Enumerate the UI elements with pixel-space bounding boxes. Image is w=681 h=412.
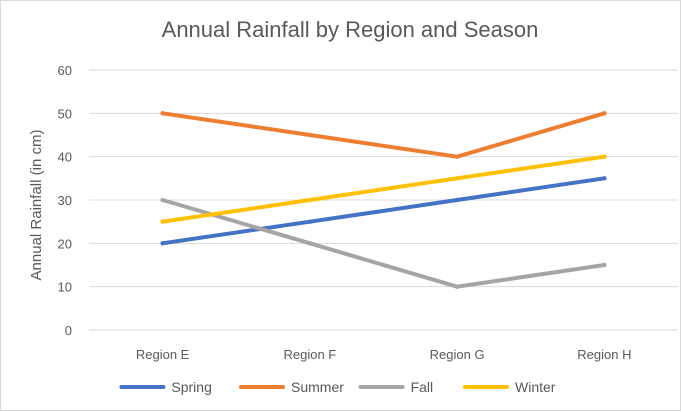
series-lines bbox=[160, 111, 607, 289]
data-point-spring bbox=[602, 176, 607, 181]
y-tick-label: 10 bbox=[58, 280, 72, 295]
series-line-fall bbox=[160, 198, 607, 289]
x-axis-ticks: Region E Region F Region G Region H bbox=[136, 347, 632, 362]
data-point-winter bbox=[602, 154, 607, 159]
y-tick-label: 0 bbox=[65, 323, 72, 338]
series-line-winter bbox=[160, 154, 607, 224]
chart-title: Annual Rainfall by Region and Season bbox=[162, 17, 539, 42]
y-axis-ticks: 0 10 20 30 40 50 60 bbox=[58, 63, 72, 338]
data-point-summer bbox=[454, 154, 460, 159]
data-point-fall bbox=[160, 197, 165, 203]
gridlines bbox=[89, 69, 678, 331]
legend-item-fall[interactable]: Fall bbox=[358, 379, 434, 395]
y-axis-label: Annual Rainfall (in cm) bbox=[28, 130, 45, 281]
data-point-winter bbox=[160, 219, 165, 224]
legend-label: Fall bbox=[411, 379, 434, 395]
data-point-fall bbox=[307, 241, 313, 246]
y-tick-label: 60 bbox=[58, 63, 72, 78]
data-point-fall bbox=[602, 262, 607, 268]
data-point-winter bbox=[454, 176, 460, 181]
data-point-spring bbox=[454, 197, 460, 203]
legend-item-summer[interactable]: Summer bbox=[239, 379, 344, 395]
y-tick-label: 50 bbox=[58, 106, 72, 121]
data-point-summer bbox=[602, 111, 607, 116]
legend-label: Winter bbox=[515, 379, 556, 395]
series-line-summer bbox=[160, 111, 607, 159]
y-tick-label: 30 bbox=[58, 193, 72, 208]
y-tick-label: 20 bbox=[58, 236, 72, 251]
data-point-spring bbox=[160, 241, 165, 246]
legend-label: Spring bbox=[171, 379, 211, 395]
y-tick-label: 40 bbox=[58, 150, 72, 165]
legend: Spring Summer Fall Winter bbox=[119, 379, 556, 395]
x-tick-label: Region E bbox=[136, 347, 190, 362]
series-line-spring bbox=[160, 176, 607, 246]
legend-item-spring[interactable]: Spring bbox=[119, 379, 212, 395]
legend-label: Summer bbox=[291, 379, 344, 395]
data-point-fall bbox=[454, 284, 460, 289]
x-tick-label: Region G bbox=[430, 347, 485, 362]
x-tick-label: Region F bbox=[284, 347, 337, 362]
x-tick-label: Region H bbox=[577, 347, 631, 362]
legend-item-winter[interactable]: Winter bbox=[463, 379, 556, 395]
data-point-summer bbox=[307, 132, 313, 138]
data-point-spring bbox=[307, 219, 313, 224]
data-point-winter bbox=[307, 197, 313, 203]
data-point-summer bbox=[160, 111, 165, 116]
